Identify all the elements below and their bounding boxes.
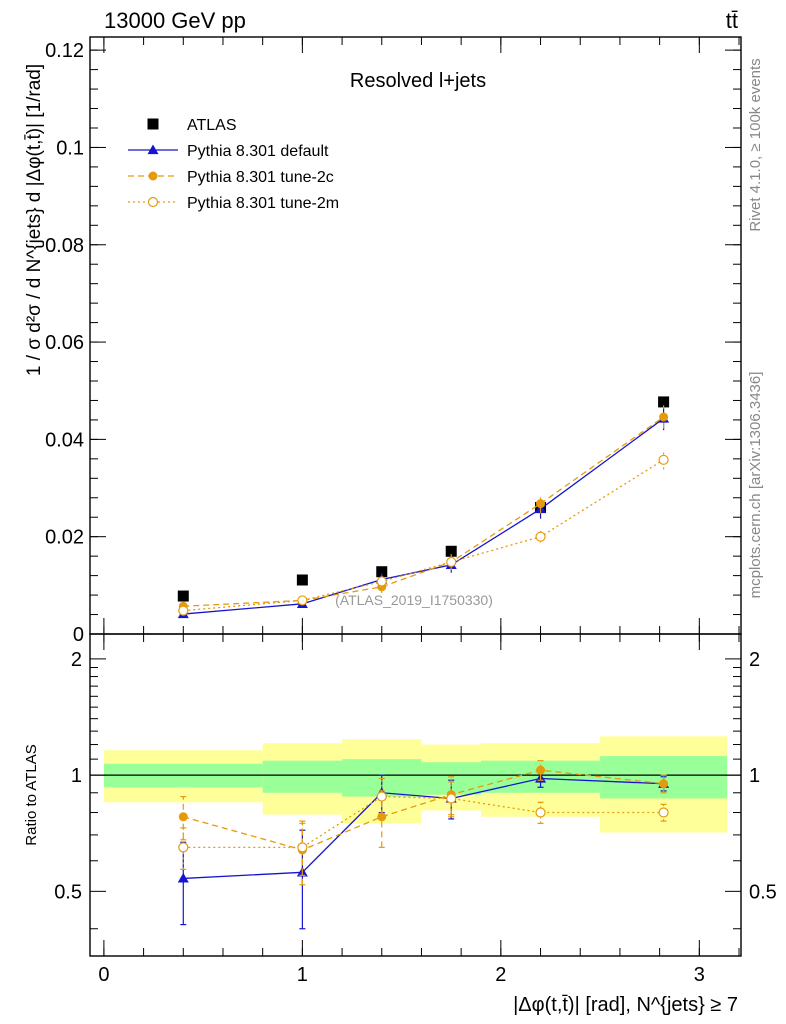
ratio-point-default xyxy=(177,872,189,883)
ratio-y-tick-label: 0.5 xyxy=(54,881,82,903)
ratio-point-tune2m xyxy=(297,842,308,853)
side-mcplots-label: mcplots.cern.ch [arXiv:1306.3436] xyxy=(747,372,764,599)
x-tick-label: 2 xyxy=(495,964,506,986)
ratio-y-tick-label-right: 1 xyxy=(749,765,760,787)
main-line-default xyxy=(183,417,664,615)
ratio-y-tick-label: 1 xyxy=(71,765,82,787)
main-y-tick-label: 0.08 xyxy=(45,235,84,257)
x-tick-label: 0 xyxy=(98,964,109,986)
ratio-point-tune2m xyxy=(376,791,387,802)
main-point-tune2m xyxy=(658,454,669,465)
main-y-tick-label: 0 xyxy=(73,624,84,646)
main-point-tune2c xyxy=(659,412,669,422)
legend-marker-tune2c xyxy=(148,171,158,181)
ratio-point-tune2m xyxy=(178,842,189,853)
process-label: tt̄ xyxy=(726,8,738,33)
main-y-tick-label: 0.1 xyxy=(56,137,84,159)
ratio-point-tune2m xyxy=(658,807,669,818)
ratio-y-tick-label-right: 0.5 xyxy=(749,881,777,903)
ratio-panel: 0.5 0.5 1 1 2 2 0 1 2 3 xyxy=(54,633,777,986)
main-point-tune2m xyxy=(178,605,189,616)
ratio-line-tune2c xyxy=(183,769,664,851)
legend-marker-data xyxy=(147,118,159,130)
ratio-y-tick-label: 2 xyxy=(71,649,82,671)
ratio-point-tune2m xyxy=(446,793,457,804)
main-point-tune2c xyxy=(536,499,546,509)
main-point-data xyxy=(445,545,457,557)
legend-label-tune2c: Pythia 8.301 tune-2c xyxy=(187,169,334,186)
legend-marker-default xyxy=(147,144,159,155)
x-axis-label: |Δφ(t,t̄)| [rad], N^{jets} ≥ 7 xyxy=(513,994,738,1016)
main-y-axis-label: 1 / σ d²σ / d N^{jets} d |Δφ(t,t̄)| [1/r… xyxy=(24,64,45,376)
ratio-point-tune2c xyxy=(659,779,669,789)
main-point-tune2m xyxy=(376,576,387,587)
ratio-y-axis-label: Ratio to ATLAS xyxy=(23,744,40,845)
main-panel: 0 0.02 0.04 0.06 0.08 0.1 0.12 xyxy=(45,36,742,646)
main-point-data xyxy=(177,590,189,602)
ratio-y-tick-label-right: 2 xyxy=(749,649,760,671)
main-point-tune2m xyxy=(297,595,308,606)
ratio-point-tune2m xyxy=(535,807,546,818)
ratio-point-tune2c xyxy=(536,765,546,775)
main-point-tune2m xyxy=(535,531,546,542)
main-y-tick-label: 0.12 xyxy=(45,40,84,62)
main-y-tick-label: 0.06 xyxy=(45,332,84,354)
main-line-tune2c xyxy=(183,416,664,607)
legend-label-tune2m: Pythia 8.301 tune-2m xyxy=(187,195,339,212)
main-point-data xyxy=(658,396,670,408)
main-point-data xyxy=(376,566,388,578)
main-y-tick-label: 0.04 xyxy=(45,429,84,451)
x-tick-label: 1 xyxy=(297,964,308,986)
ratio-band-inner xyxy=(262,760,343,793)
side-rivet-label: Rivet 4.1.0, ≥ 100k events xyxy=(747,58,764,231)
x-tick-label: 3 xyxy=(694,964,705,986)
legend-marker-tune2m xyxy=(147,196,159,208)
legend: ATLAS Pythia 8.301 default Pythia 8.301 tu… xyxy=(128,117,339,212)
main-y-tick-label: 0.02 xyxy=(45,527,84,549)
analysis-id-label: (ATLAS_2019_I1750330) xyxy=(335,592,493,608)
ratio-plot-frame xyxy=(89,633,742,957)
ratio-point-tune2c xyxy=(178,812,188,822)
panel-title: Resolved l+jets xyxy=(350,70,486,92)
main-point-data xyxy=(296,574,308,586)
main-line-tune2m xyxy=(183,459,664,612)
legend-label-data: ATLAS xyxy=(187,117,237,134)
legend-label-default: Pythia 8.301 default xyxy=(187,143,329,160)
ratio-line-default xyxy=(183,777,664,880)
main-point-tune2m xyxy=(446,556,457,568)
energy-label: 13000 GeV pp xyxy=(104,8,246,33)
